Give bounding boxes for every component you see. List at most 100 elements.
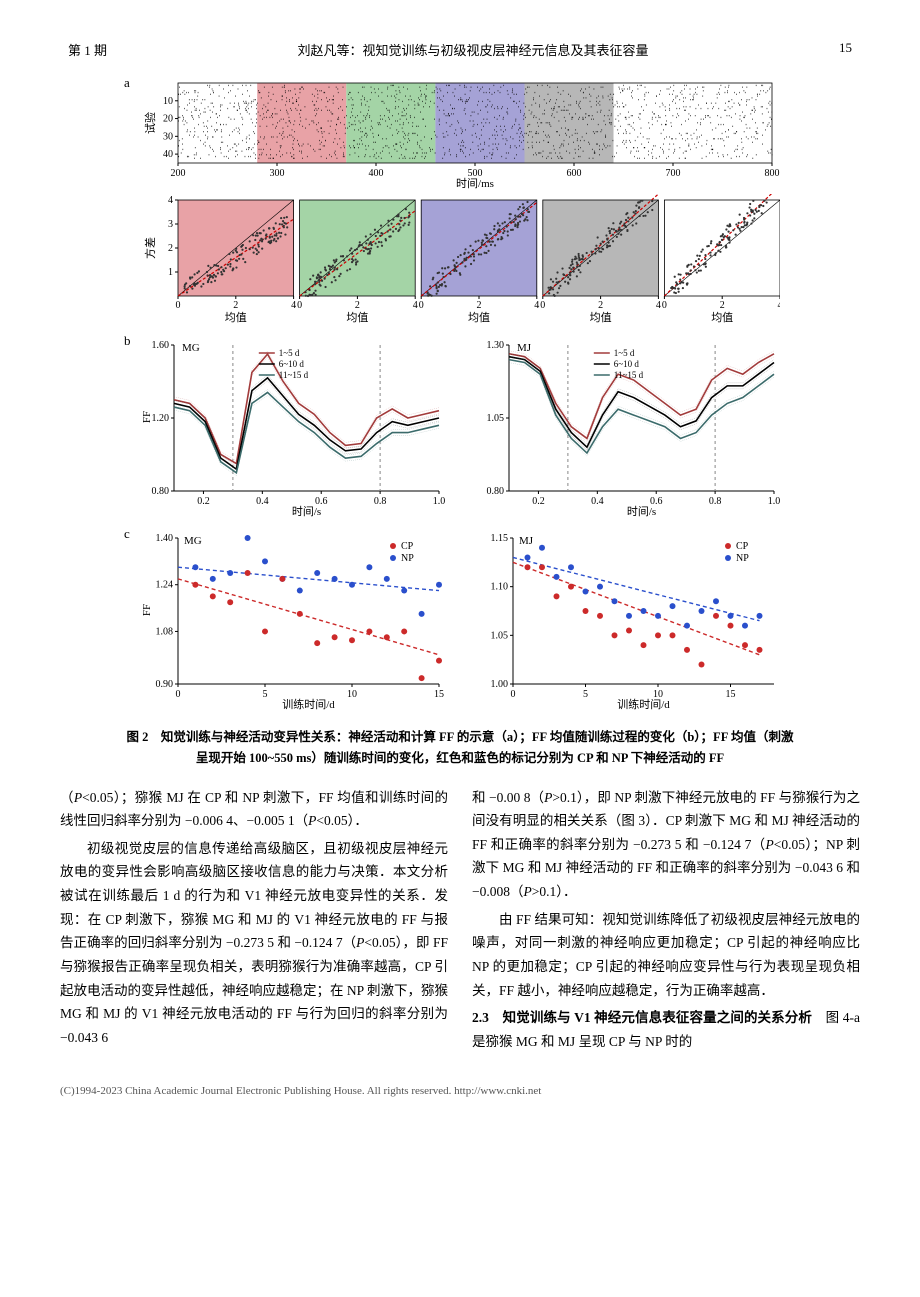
svg-text:2: 2	[168, 243, 173, 254]
svg-text:均值: 均值	[590, 311, 612, 324]
panel-a: a 10203040试验200300400500600700800时间/ms 方…	[140, 79, 780, 329]
svg-text:4: 4	[534, 300, 539, 311]
para-0: （P<0.05）；猕猴 MJ 在 CP 和 NP 刺激下，FF 均值和训练时间的…	[60, 786, 448, 833]
ff-time-plot: FF0.801.201.600.20.40.60.81.0时间/sMG1~5 d…	[140, 337, 780, 517]
issue-number: 第 1 期	[68, 40, 107, 59]
svg-text:3: 3	[168, 219, 173, 230]
panel-c-label: c	[124, 526, 130, 542]
panel-a-label: a	[124, 75, 130, 91]
svg-text:MJ: MJ	[519, 535, 534, 547]
svg-text:训练时间/d: 训练时间/d	[282, 697, 335, 710]
svg-text:方差: 方差	[143, 237, 157, 259]
svg-text:NP: NP	[401, 553, 414, 564]
para-4: 2.3 知觉训练与 V1 神经元信息表征容量之间的关系分析 图 4-a 是猕猴 …	[472, 1006, 860, 1053]
svg-text:2: 2	[477, 300, 482, 311]
svg-text:时间/s: 时间/s	[627, 505, 656, 517]
svg-text:20: 20	[163, 114, 173, 125]
panel-b-label: b	[124, 333, 131, 349]
svg-text:0: 0	[662, 300, 667, 311]
svg-text:2: 2	[720, 300, 725, 311]
svg-text:1: 1	[168, 267, 173, 278]
svg-text:0.90: 0.90	[156, 679, 174, 690]
svg-text:15: 15	[434, 689, 444, 700]
svg-text:4: 4	[656, 300, 661, 311]
svg-text:CP: CP	[401, 541, 414, 552]
svg-text:1.0: 1.0	[768, 496, 780, 507]
svg-text:均值: 均值	[225, 311, 247, 324]
svg-text:1.00: 1.00	[491, 679, 509, 690]
scatter-row: 方差1234024均值024均值024均值024均值024均值	[140, 194, 780, 324]
svg-text:1.30: 1.30	[487, 340, 505, 351]
svg-text:1.40: 1.40	[156, 533, 174, 544]
svg-text:FF: FF	[141, 604, 153, 616]
figure-caption: 图 2 知觉训练与神经活动变异性关系：神经活动和计算 FF 的示意（a）；FF …	[110, 727, 810, 770]
svg-text:0.80: 0.80	[487, 486, 505, 497]
svg-text:11~15 d: 11~15 d	[279, 370, 309, 380]
svg-text:0.4: 0.4	[591, 496, 604, 507]
panel-c: c FF0.901.081.241.40051015训练时间/dMGCPNP1.…	[140, 530, 780, 715]
page-number: 15	[839, 40, 852, 59]
figure-2: a 10203040试验200300400500600700800时间/ms 方…	[140, 79, 780, 715]
svg-text:MG: MG	[184, 535, 202, 547]
svg-text:0: 0	[419, 300, 424, 311]
svg-text:4: 4	[291, 300, 296, 311]
ff-training-plot: FF 0.90 1.08 1.24 1.40 0 5 10 15 训练时间/d MG CPNP 1.00…	[140, 530, 780, 710]
svg-text:10: 10	[347, 689, 357, 700]
svg-text:400: 400	[369, 168, 384, 179]
svg-text:1.10: 1.10	[491, 582, 509, 593]
svg-text:1~5 d: 1~5 d	[279, 348, 300, 358]
svg-text:MG: MG	[182, 342, 200, 354]
svg-text:6~10 d: 6~10 d	[614, 359, 640, 369]
svg-text:2: 2	[355, 300, 360, 311]
svg-text:11~15 d: 11~15 d	[614, 370, 644, 380]
svg-text:0.2: 0.2	[532, 496, 545, 507]
svg-text:1.0: 1.0	[433, 496, 446, 507]
panel-b: b FF0.801.201.600.20.40.60.81.0时间/sMG1~5…	[140, 337, 780, 522]
svg-text:1.05: 1.05	[491, 630, 509, 641]
svg-text:30: 30	[163, 131, 173, 142]
svg-text:0.4: 0.4	[256, 496, 269, 507]
svg-text:0: 0	[511, 689, 516, 700]
svg-text:0: 0	[176, 300, 181, 311]
page-header: 第 1 期 刘赵凡等：视知觉训练与初级视皮层神经元信息及其表征容量 15	[60, 40, 860, 59]
svg-text:试验: 试验	[143, 112, 157, 134]
footer: (C)1994-2023 China Academic Journal Elec…	[60, 1085, 860, 1097]
svg-text:训练时间/d: 训练时间/d	[617, 697, 670, 710]
svg-text:2: 2	[598, 300, 603, 311]
svg-text:4: 4	[778, 300, 781, 311]
svg-text:5: 5	[263, 689, 268, 700]
svg-text:均值: 均值	[468, 311, 490, 324]
svg-text:0.80: 0.80	[152, 486, 170, 497]
para-2: 和 −0.00 8（P>0.1），即 NP 刺激下神经元放电的 FF 与猕猴行为…	[472, 786, 860, 904]
svg-text:800: 800	[765, 168, 780, 179]
svg-text:6~10 d: 6~10 d	[279, 359, 305, 369]
svg-text:2: 2	[233, 300, 238, 311]
svg-text:1.05: 1.05	[487, 413, 505, 424]
svg-text:600: 600	[567, 168, 582, 179]
svg-text:15: 15	[726, 689, 736, 700]
svg-text:300: 300	[270, 168, 285, 179]
caption-line-2: 呈现开始 100~550 ms）随训练时间的变化，红色和蓝色的标记分别为 CP …	[196, 751, 724, 765]
svg-text:均值: 均值	[346, 311, 368, 324]
svg-text:1.24: 1.24	[156, 580, 174, 591]
para-1: 初级视觉皮层的信息传递给高级脑区，且初级视皮层神经元放电的变异性会影响高级脑区接…	[60, 837, 448, 1050]
svg-text:0: 0	[297, 300, 302, 311]
svg-text:1.60: 1.60	[152, 340, 170, 351]
svg-text:MJ: MJ	[517, 342, 532, 354]
svg-text:40: 40	[163, 149, 173, 160]
svg-text:时间/s: 时间/s	[292, 505, 321, 517]
caption-line-1: 图 2 知觉训练与神经活动变异性关系：神经活动和计算 FF 的示意（a）；FF …	[126, 730, 793, 744]
raster-plot: 10203040试验200300400500600700800时间/ms	[140, 79, 780, 189]
svg-text:0: 0	[176, 689, 181, 700]
svg-text:5: 5	[583, 689, 588, 700]
svg-text:1.08: 1.08	[156, 626, 174, 637]
svg-text:1.20: 1.20	[152, 413, 170, 424]
para-3: 由 FF 结果可知：视知觉训练降低了初级视皮层神经元放电的噪声，对同一刺激的神经…	[472, 908, 860, 1003]
svg-text:10: 10	[163, 96, 173, 107]
svg-text:0: 0	[540, 300, 545, 311]
svg-text:1.15: 1.15	[491, 533, 509, 544]
running-title: 刘赵凡等：视知觉训练与初级视皮层神经元信息及其表征容量	[107, 40, 839, 59]
body-text: （P<0.05）；猕猴 MJ 在 CP 和 NP 刺激下，FF 均值和训练时间的…	[60, 786, 860, 1056]
svg-text:1~5 d: 1~5 d	[614, 348, 635, 358]
svg-text:4: 4	[168, 195, 173, 206]
